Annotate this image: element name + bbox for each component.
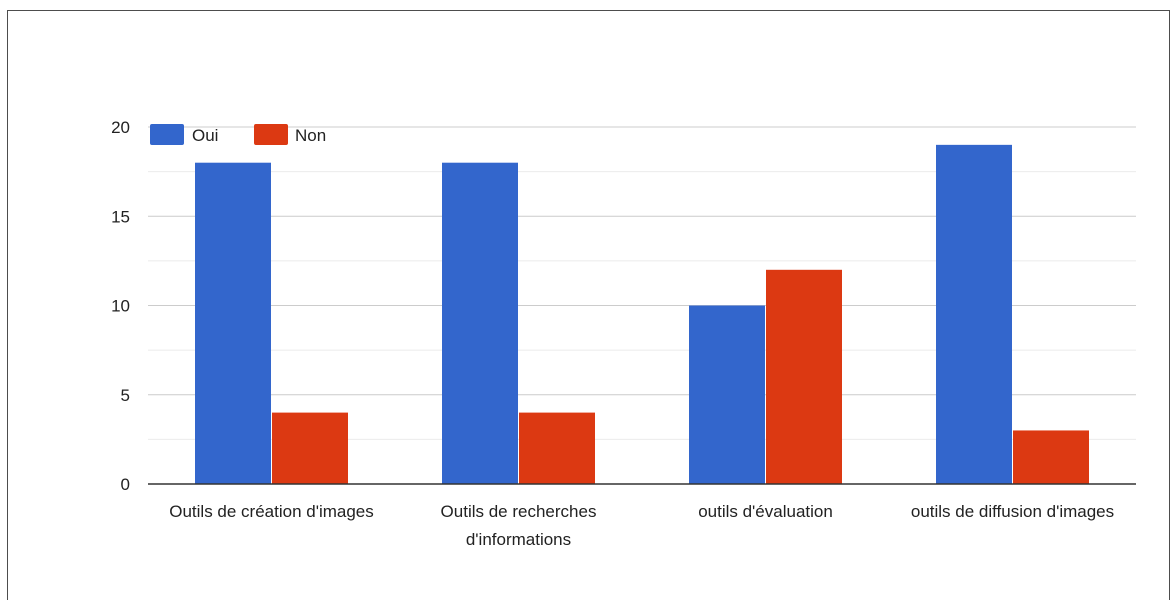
- legend-label-non: Non: [295, 126, 326, 145]
- y-tick-label: 20: [111, 118, 130, 137]
- x-category-label: outils d'évaluation: [698, 502, 833, 521]
- x-category-label: Outils de création d'images: [169, 502, 374, 521]
- y-tick-label: 0: [121, 475, 130, 494]
- legend-swatch-non: [254, 124, 288, 145]
- bar-oui-1: [195, 162, 271, 484]
- x-category-label: d'informations: [466, 530, 571, 549]
- bar-non-1: [272, 412, 348, 484]
- x-category-label: Outils de recherches: [441, 502, 597, 521]
- x-category-label: outils de diffusion d'images: [911, 502, 1114, 521]
- bar-non-3: [766, 269, 842, 484]
- bar-oui-3: [689, 305, 765, 484]
- bar-non-2: [519, 412, 595, 484]
- legend-swatch-oui: [150, 124, 184, 145]
- legend: Oui Non: [150, 124, 326, 145]
- y-tick-label: 5: [121, 386, 130, 405]
- y-axis-ticks: 0 5 10 15 20: [111, 118, 130, 494]
- legend-label-oui: Oui: [192, 126, 218, 145]
- bar-oui-2: [442, 162, 518, 484]
- x-axis-labels: Outils de création d'images Outils de rec…: [169, 502, 1114, 549]
- y-tick-label: 15: [111, 207, 130, 226]
- y-tick-label: 10: [111, 297, 130, 316]
- bars: [195, 144, 1089, 484]
- bar-non-4: [1013, 430, 1089, 484]
- bar-oui-4: [936, 144, 1012, 484]
